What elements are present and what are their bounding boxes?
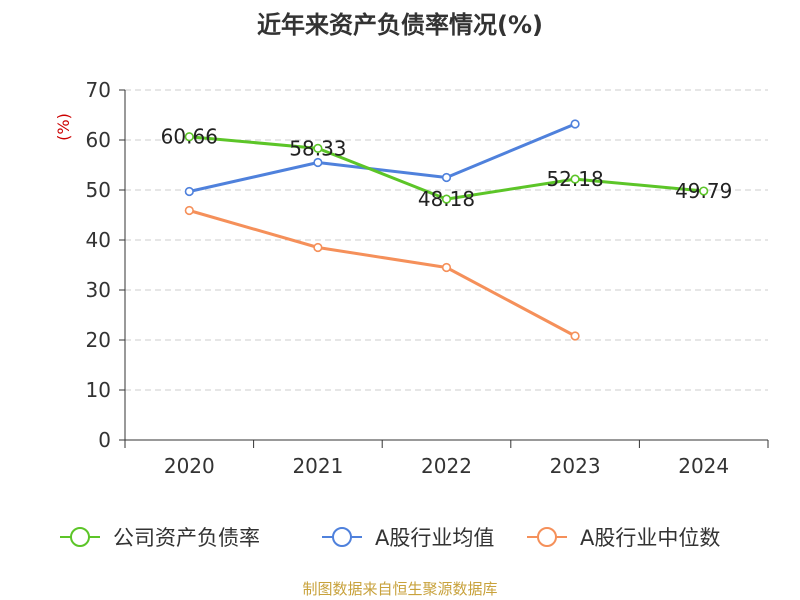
series-line (188, 209, 576, 338)
x-tick-label: 2022 (421, 454, 472, 478)
y-tick-label: 20 (86, 328, 111, 352)
data-point (184, 186, 194, 197)
legend-label: A股行业中位数 (580, 526, 720, 550)
data-point (313, 143, 323, 153)
data-point (441, 262, 452, 273)
x-tick-label: 2024 (678, 454, 729, 478)
grid (125, 89, 768, 391)
data-point (570, 119, 580, 129)
data-point (441, 172, 452, 183)
y-tick-label: 70 (86, 78, 111, 102)
y-tick-label: 50 (86, 178, 111, 202)
x-tick-label: 2023 (550, 454, 601, 478)
y-tick-label: 60 (86, 128, 111, 152)
legend-label: A股行业均值 (375, 526, 494, 550)
axes: 0 10 20 30 40 50 60 70 2020 2021 2022 2023 2024 (86, 78, 769, 478)
legend-label: 公司资产负债率 (113, 526, 260, 550)
y-tick-label: 40 (86, 228, 111, 252)
data-point (184, 205, 194, 216)
data-point (570, 331, 580, 341)
data-point (699, 186, 709, 196)
series (184, 119, 709, 341)
legend-marker (70, 527, 90, 547)
data-label: 49.79 (675, 179, 732, 203)
source-footer: 制图数据来自恒生聚源数据库 (302, 580, 497, 598)
data-label: 48.18 (418, 187, 475, 211)
data-point (570, 174, 580, 184)
legend: 公司资产负债率 A股行业均值 A股行业中位数 (60, 526, 720, 550)
data-labels: 60.66 58.33 48.18 52.18 49.79 (161, 125, 733, 211)
chart-title: 近年来资产负债率情况(%) (257, 11, 543, 39)
legend-marker (537, 527, 557, 547)
legend-marker (332, 527, 352, 547)
x-tick-label: 2020 (164, 454, 215, 478)
data-label: 52.18 (546, 167, 603, 191)
data-label: 58.33 (289, 136, 346, 160)
y-tick-label: 30 (86, 278, 111, 302)
y-axis-label: (%) (54, 113, 73, 141)
data-point (313, 242, 323, 253)
y-tick-label: 0 (98, 428, 111, 452)
series-line (188, 122, 576, 193)
data-point (313, 157, 323, 168)
y-tick-label: 10 (86, 378, 111, 402)
data-point (441, 194, 452, 204)
x-tick-label: 2021 (292, 454, 343, 478)
data-point (184, 132, 194, 142)
data-label: 60.66 (161, 125, 218, 149)
